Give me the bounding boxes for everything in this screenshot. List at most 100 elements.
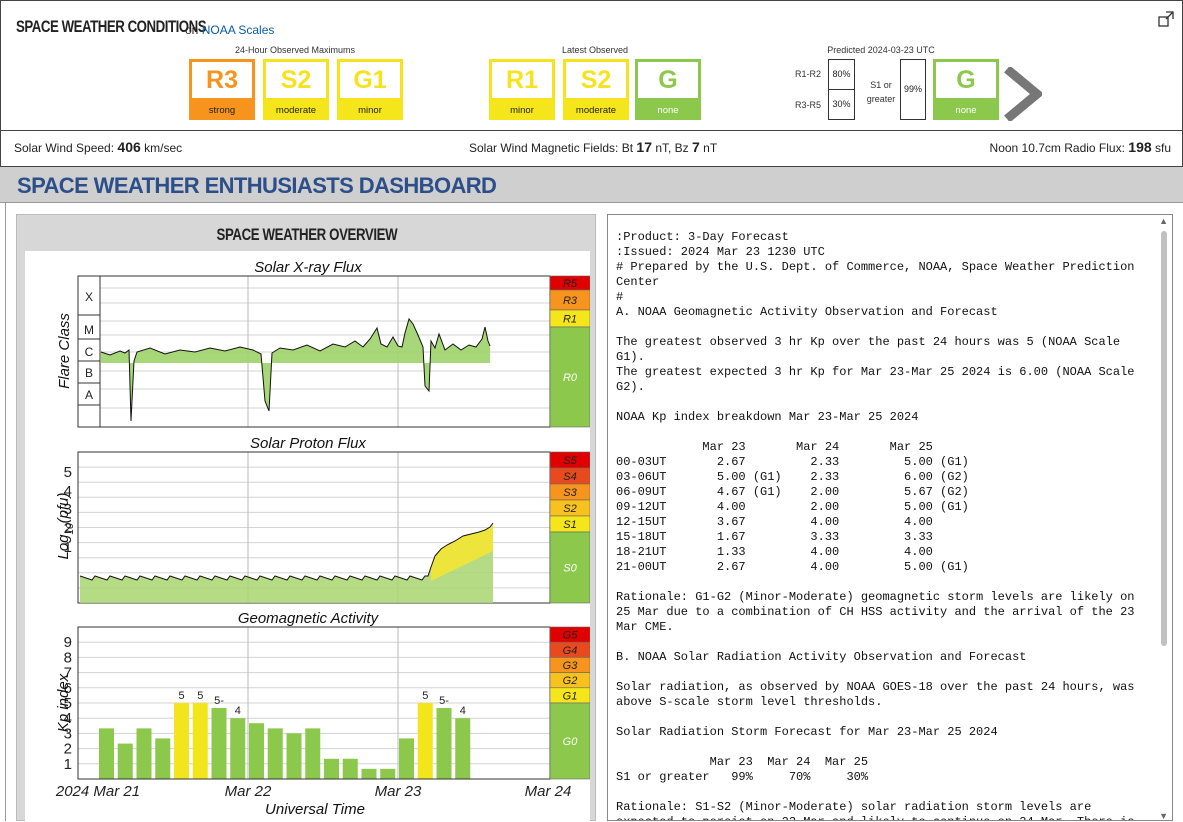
xray-r-scale: R5 R3 R1 R0 [549, 275, 590, 428]
tick-label: 2 [64, 520, 72, 537]
scrollbar-thumb[interactable] [1161, 231, 1167, 646]
wind-unit: km/sec [144, 141, 183, 155]
scale-latest-s[interactable]: S2 moderate [563, 59, 629, 121]
scale-latest-g[interactable]: G none [635, 59, 701, 121]
flux-value: 198 [1128, 139, 1152, 155]
s1-label: S1 or greater [861, 78, 901, 106]
overview-panel: SPACE WEATHER OVERVIEW Solar X-ray Flux … [16, 214, 596, 822]
x-tick-label: Mar 24 [525, 783, 572, 800]
kp-bar [230, 718, 246, 779]
mag-label: Solar Wind Magnetic Fields: Bt [469, 141, 634, 155]
tick-label: 7 [64, 665, 72, 682]
class-label: A [85, 388, 93, 402]
scale-label: minor [337, 101, 403, 120]
forecast-scrollbar[interactable]: ▲ ▼ [1156, 215, 1172, 821]
kp-bar [417, 703, 433, 779]
observed-max-label: 24-Hour Observed Maximums [234, 45, 356, 55]
proton-ylabel-sub: 10 [65, 523, 76, 535]
scale-code: S2 [563, 59, 629, 101]
kp-bar-label: 5- [439, 695, 449, 707]
scale-code: S2 [263, 59, 329, 101]
r35-label: R3-R5 [795, 100, 822, 110]
scroll-down-icon[interactable]: ▼ [1159, 811, 1168, 821]
proton-ylabel-a: Log [55, 534, 72, 560]
chevron-right-icon[interactable] [1004, 67, 1042, 121]
tick-label: 6 [64, 680, 72, 697]
xray-ylabel: Flare Class [56, 313, 73, 389]
scale-max-s[interactable]: S2 moderate [263, 59, 329, 121]
class-label: B [85, 366, 93, 380]
bt-unit: nT, Bz [655, 141, 689, 155]
scale-code: G1 [337, 59, 403, 101]
dashboard-body [5, 203, 1183, 821]
kp-bar [155, 738, 171, 779]
scale-cell [549, 531, 590, 604]
scale-label: G3 [563, 660, 579, 672]
proton-ylabel-b: (pfu) [55, 492, 72, 523]
x-tick-label: Mar 22 [225, 783, 272, 800]
solar-wind-magnetic: Solar Wind Magnetic Fields: Bt 17 nT, Bz… [469, 139, 717, 155]
scale-max-g[interactable]: G1 minor [337, 59, 403, 121]
noaa-scales-link[interactable]: NOAA Scales [201, 23, 275, 37]
kp-bar-label: 4 [235, 705, 241, 717]
scale-max-r[interactable]: R3 strong [189, 59, 255, 121]
s1-label-line2: greater [866, 94, 896, 104]
geo-title: Geomagnetic Activity [238, 610, 380, 627]
kp-bar [192, 703, 208, 779]
geo-ylabel: Kp index [55, 673, 72, 732]
wind-value: 406 [117, 139, 141, 155]
solar-wind-speed: Solar Wind Speed: 406 km/sec [14, 139, 182, 155]
r12-probability: 80% [828, 59, 855, 90]
flux-label: Noon 10.7cm Radio Flux: [989, 141, 1125, 155]
scale-label: moderate [563, 101, 629, 120]
tick-label: 3 [64, 501, 72, 518]
proton-s-scale: S5 S4 S3 S2 S1 S0 [549, 451, 590, 604]
r35-probability: 30% [828, 89, 855, 120]
scale-label: moderate [263, 101, 329, 120]
forecast-text-panel[interactable]: :Product: 3-Day Forecast :Issued: 2024 M… [607, 214, 1173, 821]
on-text: on [185, 23, 199, 37]
kp-bar [286, 733, 302, 779]
class-label: C [85, 345, 94, 359]
class-label: M [84, 323, 94, 337]
conditions-title: SPACE WEATHER CONDITIONS [16, 17, 207, 36]
time-axis-labels: 2024 Mar 21 Mar 22 Mar 23 Mar 24 [55, 783, 571, 800]
r12-label: R1-R2 [795, 69, 822, 79]
kp-bar [136, 728, 152, 779]
conditions-subtitle: on NOAA Scales [185, 23, 274, 37]
solar-wind-bar: Solar Wind Speed: 406 km/sec Solar Wind … [0, 130, 1183, 167]
scale-latest-r[interactable]: R1 minor [489, 59, 555, 121]
tick-label: 5 [64, 695, 72, 712]
scale-label: G0 [563, 736, 579, 748]
latest-observed-label: Latest Observed [561, 45, 629, 55]
scale-label: G5 [563, 630, 579, 642]
kp-bars: 5 5 5- 4 5 5- 4 [99, 690, 471, 779]
scale-label: R0 [563, 372, 578, 384]
kp-bar [211, 708, 227, 779]
bz-unit: nT [703, 141, 718, 155]
tick-label: 8 [64, 649, 72, 666]
s1-label-line1: S1 or [870, 80, 892, 90]
scroll-up-icon[interactable]: ▲ [1159, 216, 1168, 226]
proton-title: Solar Proton Flux [250, 435, 366, 452]
kp-bar-label: 4 [460, 705, 466, 717]
scale-predicted-g[interactable]: G none [933, 59, 999, 121]
dashboard-title: SPACE WEATHER ENTHUSIASTS DASHBOARD [17, 173, 497, 198]
scale-label: R5 [563, 278, 578, 290]
scale-label: G1 [563, 690, 578, 702]
scale-label: S3 [563, 487, 577, 499]
tick-label: 9 [64, 634, 72, 651]
scale-label: S5 [563, 455, 577, 467]
kp-bar [99, 728, 114, 779]
proton-flux-line [79, 522, 494, 581]
scale-label: strong [189, 101, 255, 120]
tick-label: 2 [64, 741, 72, 758]
scale-code: G [635, 59, 701, 101]
scale-code: R1 [489, 59, 555, 101]
kp-bar [117, 743, 133, 779]
scale-label: G4 [563, 645, 578, 657]
expand-icon[interactable] [1158, 11, 1174, 27]
